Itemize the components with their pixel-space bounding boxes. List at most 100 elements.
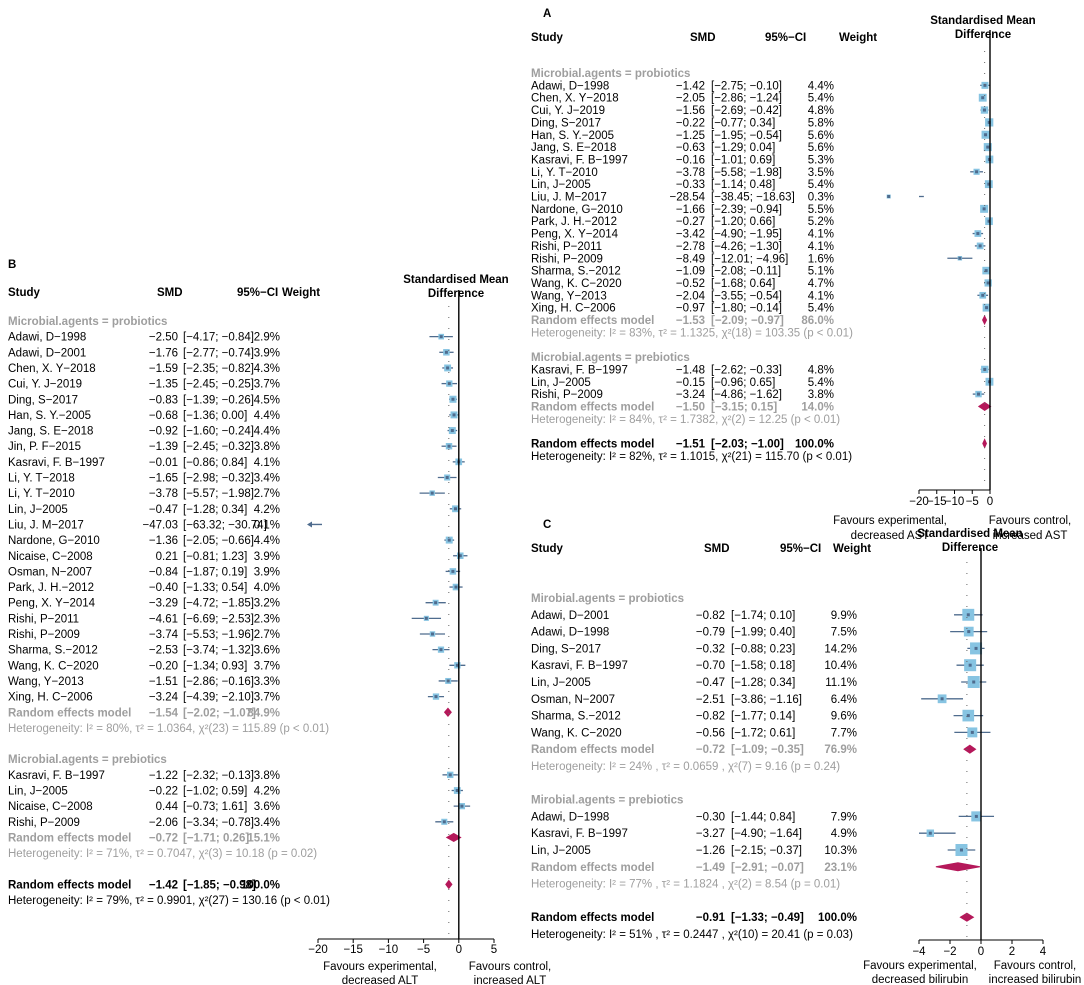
- panel-c-study-ci: [−1.77; 0.14]: [731, 711, 795, 723]
- panel-a-heterogeneity: Heterogeneity: I² = 84%, τ² = 1.7382, χ²…: [531, 414, 840, 426]
- panel-b-letter: B: [8, 259, 16, 271]
- panel-b-study-point: [460, 804, 464, 808]
- panel-a-x-tick-label: 0: [987, 496, 993, 508]
- panel-b-study-smd: −3.78: [149, 488, 178, 500]
- panel-a-study-name: Kasravi, F. B−1997: [531, 154, 628, 166]
- panel-a-study-ci: [−1.29; 0.04]: [711, 142, 775, 154]
- panel-c-x-tick-label: −4: [912, 946, 926, 958]
- panel-c-study-name: Ding, S−2017: [531, 643, 601, 655]
- panel-c-group-label: Mirobial.agents = probiotics: [531, 593, 684, 605]
- panel-a-x-tick-label: −5: [966, 496, 979, 508]
- panel-a-study-smd: −1.25: [676, 130, 705, 142]
- panel-b-study-ci: [−6.69; −2.53]: [183, 613, 254, 625]
- panel-b-study-smd: −0.47: [149, 504, 178, 516]
- panel-c-header-weight: Weight: [833, 543, 871, 555]
- panel-c-study-smd: −0.82: [696, 711, 725, 723]
- panel-b-study-ci: [−2.32; −0.13]: [183, 770, 254, 782]
- panel-a-study-weight: 4.1%: [808, 229, 834, 241]
- panel-b-study-ci: [−1.34; 0.93]: [183, 660, 247, 672]
- panel-c-heterogeneity: Heterogeneity: I² = 24% , τ² = 0.0659 , …: [531, 761, 840, 773]
- panel-b-study-name: Peng, X. Y−2014: [8, 598, 96, 610]
- panel-a-study-name: Rishi, P−2009: [531, 389, 603, 401]
- panel-a-letter: A: [543, 8, 551, 20]
- panel-b-study-point: [446, 366, 450, 370]
- panel-c-study-name: Kasravi, F. B−1997: [531, 828, 628, 840]
- panel-b-x-tick-label: −15: [343, 944, 363, 956]
- panel-b-xlabel-left-1: Favours experimental,: [323, 961, 437, 973]
- panel-c-study-smd: −0.47: [696, 677, 725, 689]
- panel-a-study-ci: [−2.39; −0.94]: [711, 204, 782, 216]
- panel-a-study-name: Nardone, G−2010: [531, 204, 623, 216]
- panel-c-x-tick-label: 0: [978, 946, 984, 958]
- panel-b-study-name: Xing, H. C−2006: [8, 692, 93, 704]
- panel-b-study-point: [455, 789, 459, 792]
- panel-b-study-weight: 3.3%: [254, 676, 280, 688]
- panel-a-study-weight: 5.4%: [808, 303, 834, 315]
- panel-b-study-name: Osman, N−2007: [8, 566, 92, 578]
- panel-a-study-weight: 1.6%: [808, 253, 834, 265]
- panel-a-study-point: [984, 269, 988, 273]
- panel-a-study-point: [981, 96, 985, 100]
- panel-b-study-name: Nardone, G−2010: [8, 535, 100, 547]
- panel-b-header-ci: 95%−CI: [237, 287, 278, 299]
- panel-a-study-weight: 5.8%: [808, 117, 834, 129]
- panel-a-study-smd: −2.04: [676, 290, 706, 302]
- panel-a-study-ci: [−4.26; −1.30]: [711, 241, 782, 253]
- panel-b-study-weight: 3.9%: [254, 551, 280, 563]
- panel-b-study-ci: [−4.72; −1.85]: [183, 598, 254, 610]
- panel-c-study-ci: [−1.74; 0.10]: [731, 610, 795, 622]
- panel-b-study-weight: 3.8%: [254, 441, 280, 453]
- panel-b-study-point: [430, 491, 434, 495]
- panel-b-study-name: Lin, J−2005: [8, 786, 68, 798]
- panel-a-study-smd: −1.09: [676, 266, 705, 278]
- panel-b-study-smd: −1.51: [149, 676, 178, 688]
- panel-b-study-smd: −2.50: [149, 332, 178, 344]
- panel-b-overall-weight: 100.0%: [241, 879, 280, 891]
- panel-b-study-name: Adawi, D−2001: [8, 347, 86, 359]
- panel-c-summary-smd: −1.49: [696, 862, 725, 874]
- panel-b-study-point: [446, 679, 450, 683]
- panel-a-study-point: [976, 392, 980, 396]
- panel-a-summary-diamond: [982, 438, 987, 449]
- panel-a-study-point: [984, 133, 988, 137]
- panel-a-overall-label: Random effects model: [531, 439, 654, 451]
- panel-b-study-point: [445, 476, 449, 479]
- panel-c-study-ci: [−1.58; 0.18]: [731, 660, 795, 672]
- panel-b-study-name: Cui, Y. J−2019: [8, 379, 82, 391]
- panel-a-header-study: Study: [531, 32, 564, 44]
- panel-a-study-weight: 5.2%: [808, 216, 834, 228]
- panel-b-summary-diamond: [445, 879, 453, 890]
- panel-a-overall-smd: −1.51: [676, 439, 706, 451]
- panel-b-study-smd: −0.84: [149, 566, 179, 578]
- panel-b-study-weight: 4.3%: [254, 363, 280, 375]
- panel-b-study-weight: 2.3%: [254, 613, 280, 625]
- panel-c-xlabel-left-1: Favours experimental,: [863, 960, 977, 972]
- panel-c-study-point: [972, 680, 976, 684]
- panel-b-study-smd: −2.06: [149, 817, 178, 829]
- panel-a-study-name: Chen, X. Y−2018: [531, 93, 619, 105]
- panel-a-study-smd: −0.97: [676, 303, 705, 315]
- panel-c-study-ci: [−2.15; −0.37]: [731, 845, 802, 857]
- panel-a-xlabel-right-2: increased AST: [993, 530, 1068, 542]
- panel-c-study-smd: −0.79: [696, 627, 725, 639]
- panel-a-study-weight: 5.6%: [808, 130, 834, 142]
- panel-a-study-name: Cui, Y. J−2019: [531, 105, 605, 117]
- panel-a-study-weight: 5.4%: [808, 179, 834, 191]
- panel-a-study-weight: 5.4%: [808, 93, 834, 105]
- panel-b-study-ci: [−1.02; 0.59]: [183, 786, 247, 798]
- panel-c-study-weight: 7.9%: [831, 811, 857, 823]
- panel-c-study-name: Wang, K. C−2020: [531, 727, 622, 739]
- panel-a-study-name: Rishi, P−2011: [531, 241, 602, 253]
- panel-a-study-smd: −1.66: [676, 204, 705, 216]
- panel-c-x-tick-label: −2: [943, 946, 956, 958]
- panel-b-study-name: Kasravi, F. B−1997: [8, 770, 105, 782]
- panel-b-study-ci: [−3.74; −1.32]: [183, 645, 254, 657]
- panel-c-study-ci: [−0.88; 0.23]: [731, 643, 795, 655]
- panel-a-study-weight: 5.3%: [808, 154, 834, 166]
- panel-b-summary-weight: 84.9%: [247, 707, 280, 719]
- panel-b-study-point: [434, 695, 438, 699]
- panel-a-study-ci: [−1.14; 0.48]: [711, 179, 775, 191]
- panel-b-study-point: [444, 350, 448, 354]
- panel-c-study-smd: −1.26: [696, 845, 725, 857]
